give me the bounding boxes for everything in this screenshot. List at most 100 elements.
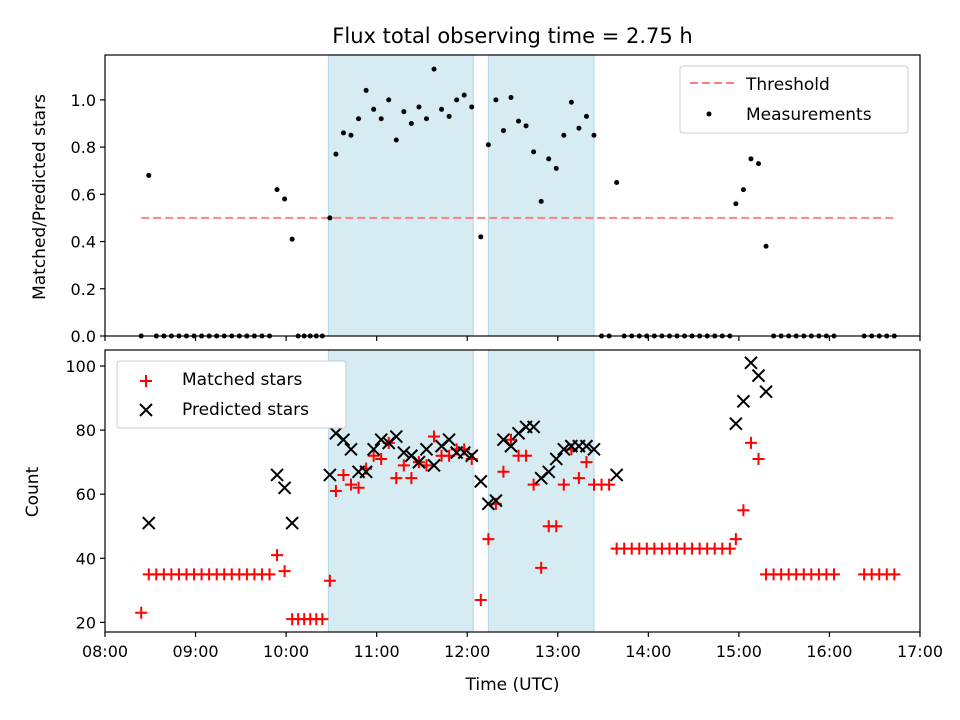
matched-star-point <box>737 504 750 517</box>
x-tick-label: 16:00 <box>806 642 852 661</box>
predicted-star-point <box>412 455 426 469</box>
predicted-star-point <box>457 445 471 460</box>
measurement-point <box>546 156 552 162</box>
predicted-star-point <box>277 481 292 495</box>
x-tick-label: 14:00 <box>625 642 671 661</box>
top-shaded-interval <box>327 54 474 337</box>
measurement-point <box>289 236 295 242</box>
measurement-point <box>146 172 152 178</box>
predicted-star-point <box>489 493 503 508</box>
chart-title: Flux total observing time = 2.75 h <box>332 24 692 48</box>
matched-legend-label: Matched stars <box>182 370 302 390</box>
matched-star-point <box>580 456 593 469</box>
measurement-point <box>371 106 377 112</box>
measurement-point <box>538 198 544 204</box>
predicted-star-point <box>481 497 496 511</box>
predicted-star-point <box>557 442 571 457</box>
predicted-star-point <box>344 442 358 457</box>
predicted-star-point <box>270 468 284 482</box>
bottom-y-tick-label: 20 <box>76 613 96 632</box>
x-tick-label: 17:00 <box>897 642 943 661</box>
measurement-point <box>553 165 559 171</box>
matched-star-point <box>375 452 388 465</box>
measurement-point <box>393 137 399 143</box>
x-axis-label: Time (UTC) <box>465 675 560 695</box>
matched-star-point <box>271 549 284 562</box>
predicted-star-point <box>729 416 743 431</box>
measurement-point <box>348 132 354 138</box>
measurement-point <box>508 95 514 101</box>
matched-star-point <box>482 533 495 546</box>
measurement-point <box>461 92 467 98</box>
measurement-point <box>282 196 288 202</box>
matched-star-point <box>550 520 563 533</box>
top-legend-box <box>679 65 909 134</box>
matched-star-point <box>323 574 336 587</box>
measurement-point <box>416 104 422 110</box>
matched-star-point <box>520 449 533 462</box>
top-shaded-interval <box>487 54 595 337</box>
predicted-star-point <box>549 452 563 466</box>
bottom-y-tick-label: 60 <box>76 485 96 504</box>
predicted-star-point <box>609 468 624 482</box>
measurement-point <box>363 87 369 93</box>
measurement-point <box>561 132 567 138</box>
predicted-star-point <box>285 516 299 530</box>
x-tick-label: 13:00 <box>535 642 581 661</box>
measurement-point <box>500 128 506 134</box>
matched-star-point <box>329 485 342 497</box>
measurement-point <box>378 116 384 122</box>
predicted-star-point <box>759 384 773 399</box>
predicted-star-point <box>751 368 766 383</box>
matched-star-point <box>316 613 329 626</box>
matched-star-point <box>557 478 570 491</box>
measurement-point <box>340 130 346 136</box>
top-y-tick-label: 0.4 <box>71 233 96 252</box>
measurement-point <box>568 99 574 105</box>
predicted-star-point <box>736 394 751 408</box>
top-panel: 0.0 0.2 0.4 0.6 0.8 1.0 <box>71 54 921 346</box>
threshold-legend-label: Threshold <box>745 75 830 95</box>
measurement-point <box>401 109 407 115</box>
top-y-tick-label: 0.2 <box>71 280 96 299</box>
x-tick-label: 08:00 <box>82 642 128 661</box>
matched-star-point <box>263 568 276 581</box>
measurement-point <box>408 120 414 126</box>
matched-star-point <box>352 481 365 494</box>
matched-star-point <box>337 468 350 481</box>
measurement-point <box>423 116 429 122</box>
predicted-star-point <box>744 356 758 370</box>
measurement-point <box>431 66 437 72</box>
measurement-point <box>485 142 491 148</box>
measurement-point <box>756 161 762 167</box>
matched-star-point <box>278 565 291 578</box>
bottom-shaded-interval <box>327 349 474 633</box>
predicted-legend-label: Predicted stars <box>182 400 309 420</box>
x-tick-label: 09:00 <box>173 642 219 661</box>
matched-star-point <box>888 568 901 581</box>
matched-legend-marker <box>140 375 152 387</box>
predicted-star-point <box>526 420 541 434</box>
measurement-point <box>356 116 362 122</box>
measurement-point <box>591 132 597 138</box>
predicted-star-point <box>336 433 351 447</box>
measurement-point <box>583 113 589 119</box>
bottom-legend: Matched stars Predicted stars <box>116 360 347 429</box>
matched-star-point <box>397 459 410 472</box>
measurement-point <box>748 156 754 162</box>
matched-star-point <box>535 561 548 574</box>
predicted-star-point <box>323 468 337 482</box>
bottom-axes-frame <box>104 349 921 633</box>
measurement-point <box>386 97 392 103</box>
bottom-shaded-interval <box>487 349 595 633</box>
matched-star-point <box>390 472 403 485</box>
top-y-tick-label: 1.0 <box>71 91 96 110</box>
predicted-star-point <box>374 433 388 447</box>
matched-star-point <box>405 472 418 485</box>
bottom-y-tick-label: 80 <box>76 421 96 440</box>
matched-star-point <box>367 449 380 462</box>
matched-star-point <box>723 542 736 555</box>
matched-star-point <box>572 472 585 485</box>
matched-star-point <box>345 478 358 491</box>
